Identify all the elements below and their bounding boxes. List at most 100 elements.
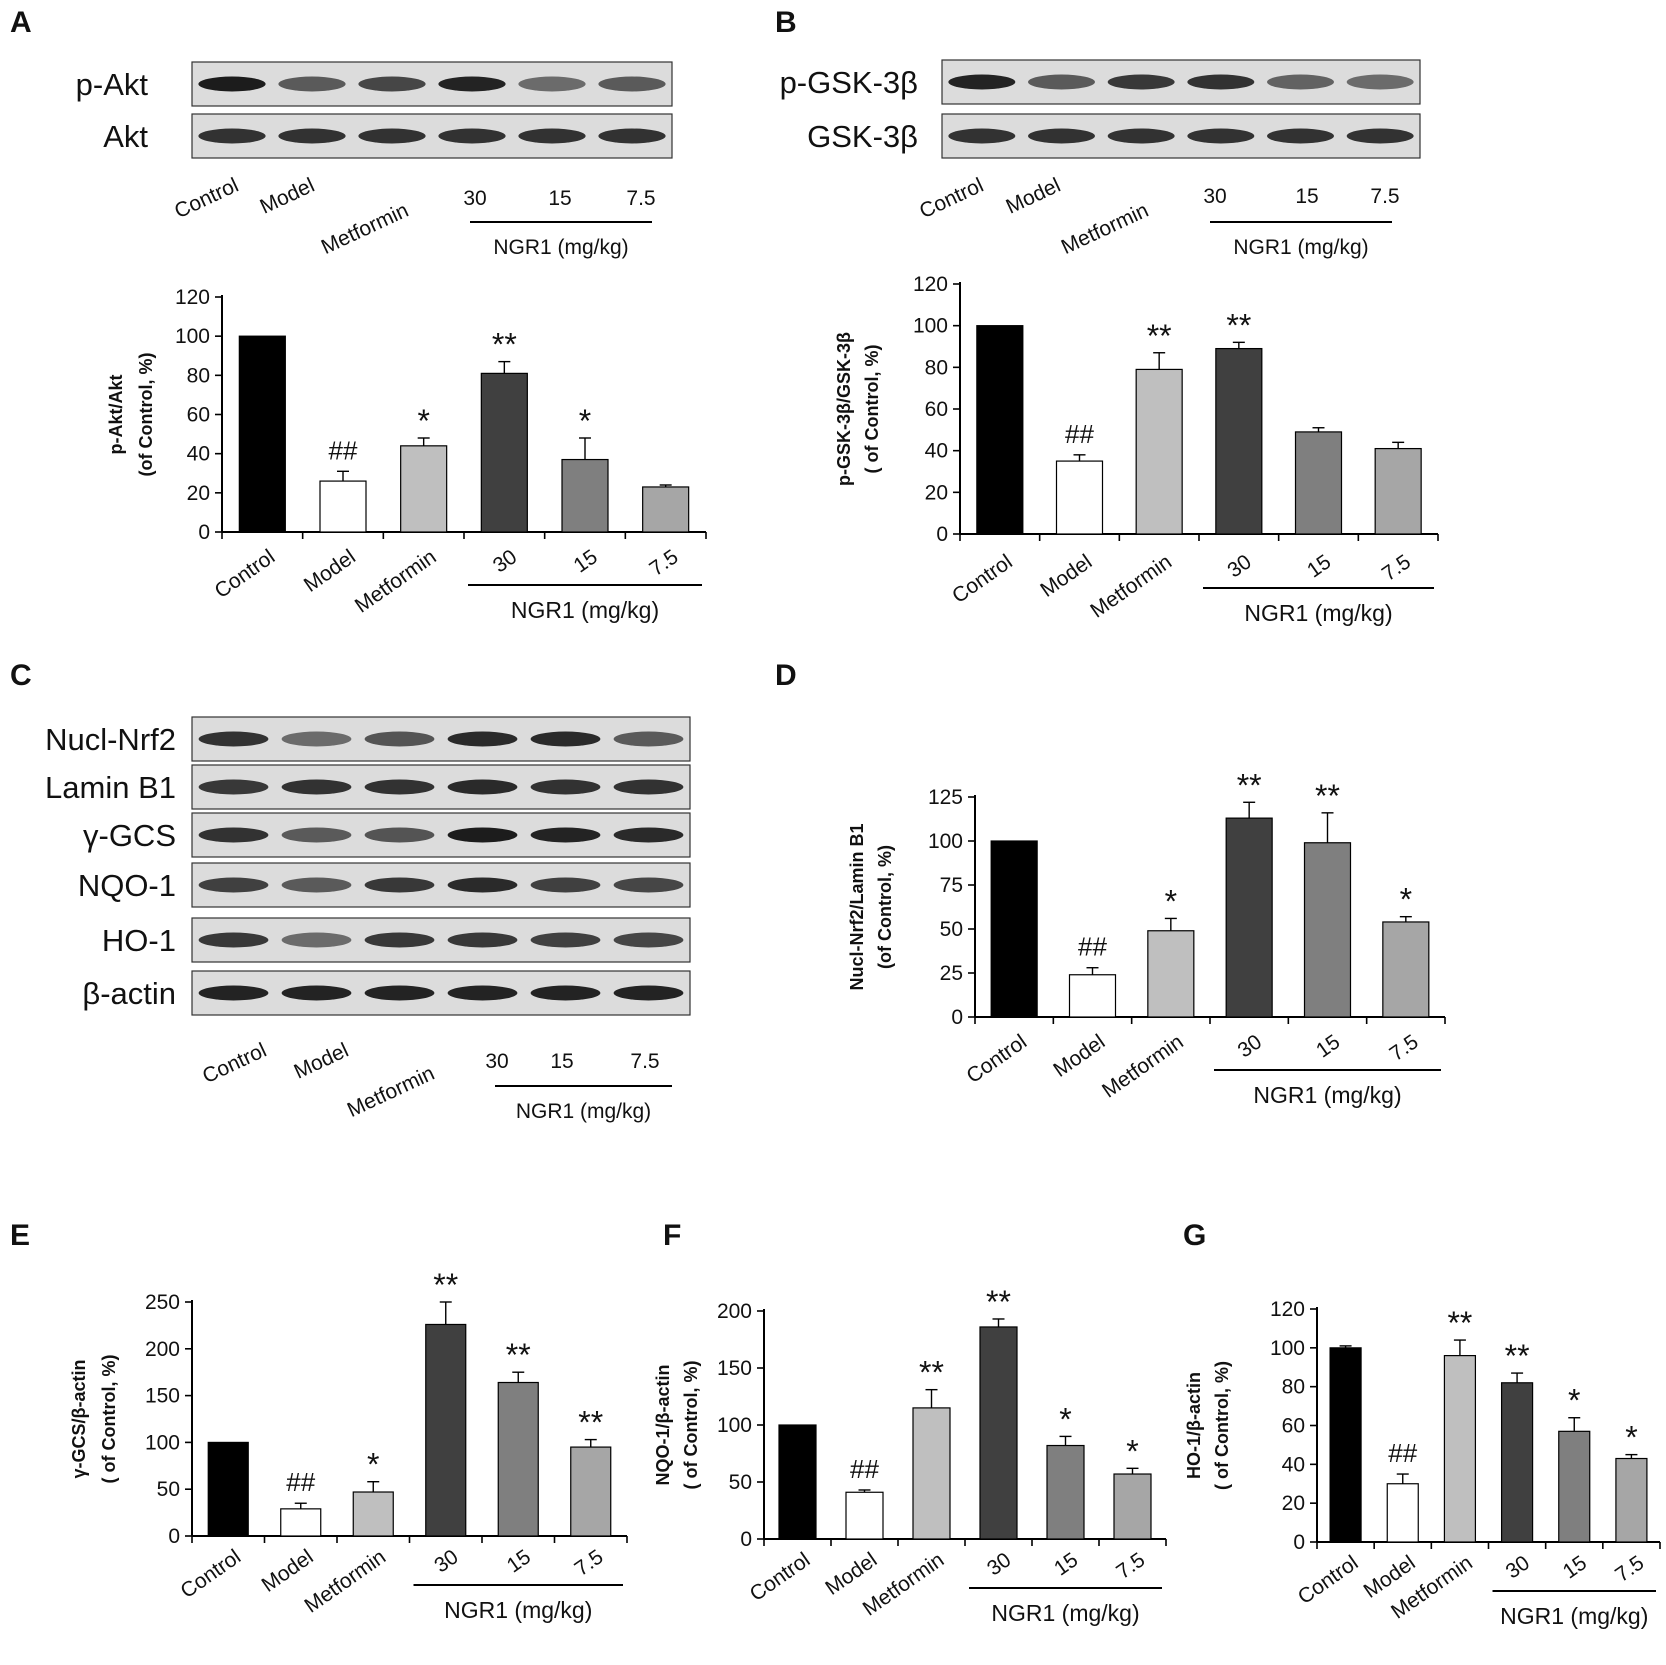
blot-band [281,827,352,843]
y-tick-label: 100 [175,325,210,348]
bar [570,1446,612,1537]
blot-band [364,827,435,843]
blot-lane-label: Control [916,174,987,223]
bar [912,1407,951,1540]
y-tick-label: 150 [145,1385,180,1408]
y-tick-label: 100 [913,315,948,338]
blot-protein-label: Nucl-Nrf2 [45,722,176,757]
x-tick-label: 30 [1223,550,1255,582]
x-tick-label: Model [258,1545,318,1597]
bar [497,1381,539,1537]
y-tick-label: 0 [740,1528,752,1551]
blot-band [447,932,518,948]
blot-lane-label: 30 [485,1050,508,1073]
x-tick-label: Control [1294,1551,1363,1609]
y-tick-label: 20 [1282,1492,1305,1515]
blot-band [530,985,601,1001]
y-axis-label: (of Control, %) [136,353,156,477]
blot-protein-label: Akt [103,119,148,154]
y-axis-label: γ-GCS/β-actin [69,1359,89,1478]
blot-band [198,731,269,747]
x-tick-label: 15 [1559,1551,1591,1583]
y-tick-label: 100 [928,830,963,853]
bar [561,458,609,533]
blot-band [198,779,269,795]
blot-band [447,877,518,893]
bar [1303,842,1352,1018]
bar [1500,1382,1534,1543]
y-tick-label: 0 [936,523,948,546]
blot-strip [191,716,691,762]
y-axis-label: p-GSK-3β/GSK-3β [834,332,854,486]
bar [990,840,1038,1018]
x-tick-label: 7.5 [1386,1030,1423,1066]
bar [1055,460,1104,535]
y-tick-label: 50 [157,1478,180,1501]
bar [1443,1354,1477,1543]
x-tick-label: 15 [503,1545,535,1577]
blot-band [364,779,435,795]
x-tick-label: 7.5 [1112,1548,1149,1584]
y-axis-label: ( of Control, %) [1212,1361,1232,1490]
x-tick-label: Model [1036,550,1096,602]
bar [352,1491,394,1537]
y-axis-label: ( of Control, %) [862,345,882,474]
y-tick-label: 40 [925,440,948,463]
group-label: NGR1 (mg/kg) [1253,1082,1401,1108]
blot-band [598,128,666,144]
bar [979,1326,1018,1540]
blot-protein-label: Lamin B1 [45,770,176,805]
x-tick-label: 15 [1050,1548,1082,1580]
blot-band [1187,74,1255,90]
blot-strip [191,862,691,908]
x-tick-label: 7.5 [1611,1551,1648,1587]
blot-band [1028,128,1095,144]
bar [1046,1444,1085,1540]
blot-band [198,128,266,144]
blot-lane-label: 15 [550,1050,573,1073]
blot-band [281,779,352,795]
y-tick-label: 80 [1282,1376,1305,1399]
blot-band [1187,128,1255,144]
y-tick-label: 100 [1270,1337,1305,1360]
blot-group-label: NGR1 (mg/kg) [493,236,628,259]
x-tick-label: 30 [983,1548,1015,1580]
blot-lane-label: 7.5 [630,1050,659,1073]
blot-band [198,932,269,948]
panel-label-d: D [775,659,797,692]
significance-marker: ** [1147,318,1172,354]
significance-marker: ** [492,327,517,363]
significance-marker: * [417,403,429,439]
blot-band [447,827,518,843]
x-tick-label: Metformin [351,545,441,617]
blot-band [1107,74,1175,90]
y-tick-label: 40 [1282,1453,1305,1476]
blot-lane-label: Model [257,174,319,219]
bar-chart-e: 0 50 100 150 200 250 γ-GCS/β-actin ( of Control… [69,1267,628,1623]
blot-band [358,76,426,92]
panel-label-a: A [10,6,32,39]
blot-band [1346,128,1414,144]
bar-chart-f: 0 50 100 150 200 NQO-1/β-actin ( of Control, %… [653,1284,1167,1626]
y-tick-label: 200 [145,1338,180,1361]
group-label: NGR1 (mg/kg) [991,1600,1139,1626]
x-tick-label: 7.5 [1378,550,1415,586]
bar [1147,930,1195,1018]
bar-chart-g: 0 20 40 60 80 100 120 HO-1/β-actin ( of Control,… [1184,1298,1661,1629]
blot-band [613,932,684,948]
blot-band [281,985,352,1001]
significance-marker: ## [286,1467,315,1497]
y-tick-label: 125 [928,786,963,809]
y-tick-label: 20 [925,481,948,504]
x-tick-label: Metformin [300,1545,390,1617]
x-tick-label: Control [746,1548,815,1606]
blot-band [364,932,435,948]
blot-strip [191,61,673,107]
panel-label-b: B [775,6,797,39]
blot-protein-label: p-Akt [76,67,149,102]
blot-band [530,731,601,747]
y-axis-label: NQO-1/β-actin [653,1365,673,1486]
x-tick-label: Control [211,545,280,603]
significance-marker: ## [1065,419,1094,449]
